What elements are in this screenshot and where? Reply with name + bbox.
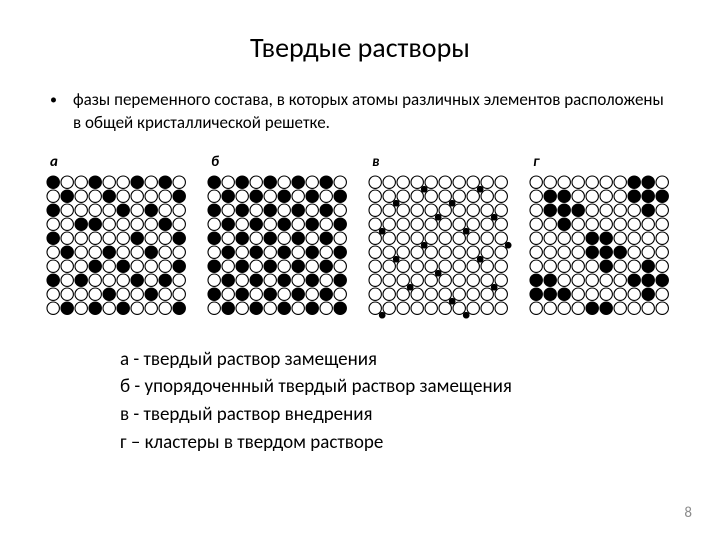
panel-a-label: а	[46, 153, 58, 171]
legend: а - твердый раствор замещения б - упоряд…	[40, 346, 680, 456]
legend-line-v: в - твердый раствор внедрения	[120, 401, 680, 429]
panel-a: а	[46, 153, 191, 320]
bullet-item: • фазы переменного состава, в которых ат…	[40, 89, 680, 135]
legend-line-a: а - твердый раствор замещения	[120, 346, 680, 374]
legend-line-b: б - упорядоченный твердый раствор замеще…	[120, 373, 680, 401]
panel-g: г	[529, 153, 674, 320]
lattice-b	[207, 175, 352, 320]
panel-b-label: б	[207, 153, 219, 171]
lattice-g	[529, 175, 674, 320]
panel-v: в	[368, 153, 513, 320]
lattice-v	[368, 175, 513, 320]
legend-line-g: г – кластеры в твердом растворе	[120, 429, 680, 457]
panel-v-label: в	[368, 153, 379, 171]
bullet-text: фазы переменного состава, в которых атом…	[73, 89, 670, 135]
lattice-a	[46, 175, 191, 320]
page-title: Твердые растворы	[40, 30, 680, 65]
page-number: 8	[684, 504, 692, 522]
diagram-row: а б в г	[40, 153, 680, 320]
panel-g-label: г	[529, 153, 539, 171]
panel-b: б	[207, 153, 352, 320]
bullet-marker: •	[50, 91, 57, 109]
